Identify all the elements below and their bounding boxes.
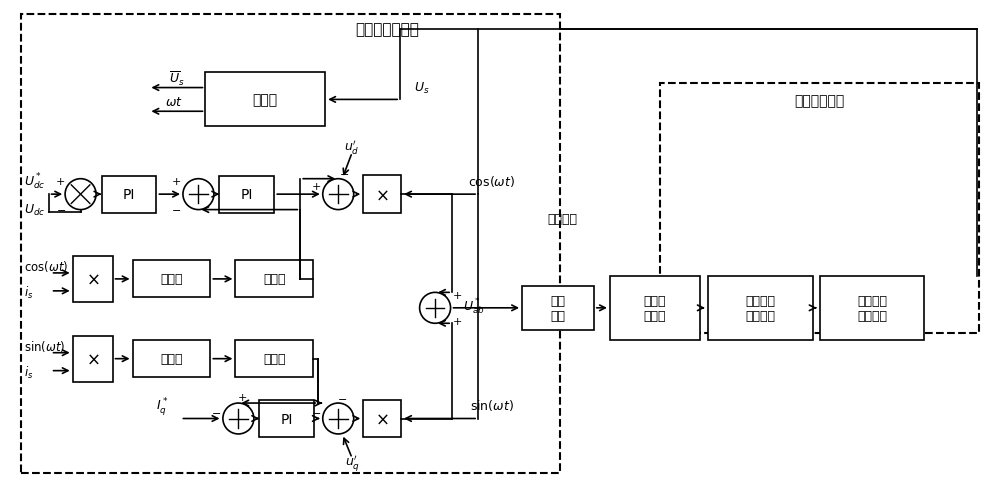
Text: +: + [312,182,321,192]
Text: 谐波电流
抑制模块: 谐波电流 抑制模块 [857,294,887,322]
Text: 滤波器: 滤波器 [160,273,183,286]
Text: 四象限控制算法: 四象限控制算法 [355,22,419,37]
Bar [708,276,813,340]
Circle shape [420,293,451,324]
Text: $-$: $-$ [56,203,66,214]
Text: $-$: $-$ [337,392,347,402]
Bar [259,400,314,437]
Text: $\times$: $\times$ [86,270,99,288]
Bar [610,276,700,340]
Bar [235,261,313,298]
Text: $\cos(\omega t)$: $\cos(\omega t)$ [468,173,516,188]
Bar [21,15,560,473]
Text: $\sin(\omega t)$: $\sin(\omega t)$ [470,397,514,412]
Text: $u_q'$: $u_q'$ [345,452,360,472]
Bar [363,400,401,438]
Text: $\sin(\omega t)$: $\sin(\omega t)$ [24,339,65,353]
Bar [522,286,594,330]
Bar [73,336,113,382]
Circle shape [323,179,354,210]
Text: 谐波电流
提取模块: 谐波电流 提取模块 [745,294,775,322]
Text: $U_s$: $U_s$ [414,81,430,96]
Text: 解耦项: 解耦项 [263,273,286,286]
Text: $\cos(\omega t)$: $\cos(\omega t)$ [24,259,68,274]
Text: $u_d'$: $u_d'$ [344,139,360,157]
Text: +: + [56,177,65,187]
Text: 锁相环: 锁相环 [253,93,278,107]
Text: 调制算法: 调制算法 [547,212,577,225]
Text: PI: PI [281,412,293,426]
Text: $-$: $-$ [171,203,182,214]
Bar [205,73,325,127]
Text: $-$: $-$ [339,168,349,178]
Circle shape [65,179,96,210]
Bar [660,84,979,333]
Text: PI: PI [123,188,135,202]
Bar [102,176,156,213]
Text: 谐波抑制算法: 谐波抑制算法 [794,94,845,108]
Text: $-$: $-$ [211,406,221,416]
Text: $\times$: $\times$ [375,186,389,203]
Bar [133,341,210,377]
Text: +: + [452,316,462,326]
Bar [73,256,113,302]
Text: +: + [172,177,181,187]
Bar [219,176,274,213]
Text: +: + [452,290,462,300]
Bar [133,261,210,298]
Text: $\overline{U}_s$: $\overline{U}_s$ [169,69,184,87]
Circle shape [223,403,254,434]
Text: 滤波器: 滤波器 [160,352,183,366]
Text: PI: PI [241,188,253,202]
Text: $\times$: $\times$ [375,409,389,427]
Text: 解耦项: 解耦项 [263,352,286,366]
Circle shape [183,179,214,210]
Text: $\times$: $\times$ [86,350,99,368]
Text: $U_{dc}$: $U_{dc}$ [24,202,45,217]
Bar [363,176,401,214]
Bar [235,341,313,377]
Bar [820,276,924,340]
Circle shape [323,403,354,434]
Text: $i_s$: $i_s$ [24,284,33,300]
Text: +: + [238,392,247,402]
Text: $I_q^*$: $I_q^*$ [156,395,169,417]
Text: $-$: $-$ [311,406,321,416]
Text: $\omega t$: $\omega t$ [165,96,182,108]
Text: $U_{ab}^*$: $U_{ab}^*$ [463,296,485,316]
Text: $i_s$: $i_s$ [24,364,33,380]
Text: 脉冲
调制: 脉冲 调制 [550,294,565,322]
Text: $U_{dc}^*$: $U_{dc}^*$ [24,172,45,192]
Text: 四象限
变流器: 四象限 变流器 [644,294,666,322]
